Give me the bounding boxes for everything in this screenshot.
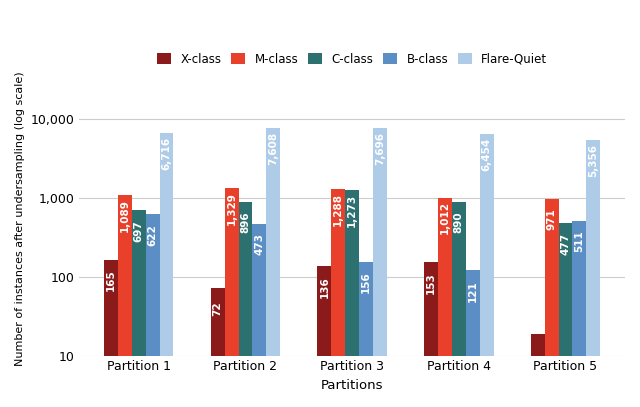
Text: 1,288: 1,288 — [333, 193, 343, 226]
Text: 7,696: 7,696 — [375, 132, 385, 165]
Text: 136: 136 — [319, 276, 330, 298]
Bar — [586, 140, 600, 407]
Text: 19: 19 — [532, 310, 543, 325]
Bar — [438, 197, 452, 407]
Text: 5,356: 5,356 — [588, 144, 598, 177]
Text: 6,716: 6,716 — [161, 137, 172, 170]
Text: 1,012: 1,012 — [440, 201, 450, 234]
Text: 890: 890 — [454, 212, 464, 233]
Text: 7,608: 7,608 — [268, 132, 278, 166]
Bar — [531, 334, 545, 407]
Bar — [225, 188, 239, 407]
Bar — [466, 270, 479, 407]
Bar — [559, 223, 572, 407]
Bar — [373, 128, 387, 407]
Bar — [239, 202, 252, 407]
Text: 511: 511 — [574, 230, 584, 252]
Text: 473: 473 — [254, 233, 264, 255]
Bar — [359, 262, 373, 407]
Bar — [132, 210, 146, 407]
Text: 165: 165 — [106, 269, 116, 291]
Y-axis label: Number of instances after undersampling (log scale): Number of instances after undersampling … — [15, 71, 25, 366]
Bar — [479, 134, 493, 407]
Bar — [118, 195, 132, 407]
Text: 697: 697 — [134, 220, 144, 242]
Text: 121: 121 — [468, 280, 477, 302]
Text: 1,329: 1,329 — [227, 192, 237, 225]
Text: 156: 156 — [361, 271, 371, 293]
Bar — [146, 214, 159, 407]
Bar — [104, 260, 118, 407]
Bar — [452, 202, 466, 407]
Bar — [252, 223, 266, 407]
Text: 896: 896 — [241, 211, 250, 233]
Text: 1,273: 1,273 — [347, 194, 357, 227]
Text: 622: 622 — [148, 224, 157, 245]
Bar — [332, 189, 345, 407]
Bar — [424, 262, 438, 407]
Text: 72: 72 — [212, 301, 223, 316]
Text: 1,089: 1,089 — [120, 199, 130, 232]
Bar — [266, 129, 280, 407]
Bar — [345, 190, 359, 407]
Text: 153: 153 — [426, 272, 436, 293]
Bar — [211, 288, 225, 407]
Text: 971: 971 — [547, 208, 557, 230]
Bar — [572, 221, 586, 407]
Text: 6,454: 6,454 — [481, 138, 492, 171]
Bar — [317, 266, 332, 407]
Text: 477: 477 — [561, 233, 570, 255]
X-axis label: Partitions: Partitions — [321, 379, 383, 392]
Bar — [159, 133, 173, 407]
Legend: X-class, M-class, C-class, B-class, Flare-Quiet: X-class, M-class, C-class, B-class, Flar… — [154, 49, 551, 69]
Bar — [545, 199, 559, 407]
